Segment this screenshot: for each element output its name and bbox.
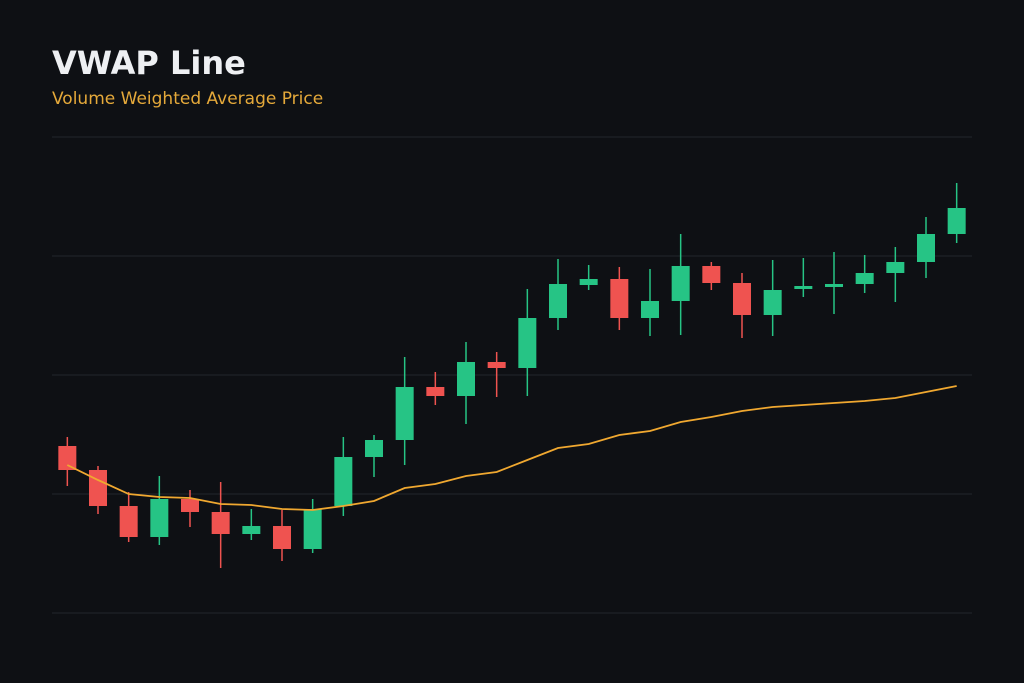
candle-body bbox=[855, 273, 874, 284]
candle-body bbox=[825, 284, 843, 287]
candle-body bbox=[549, 284, 567, 318]
candle-body bbox=[89, 470, 107, 506]
candle-body bbox=[58, 446, 77, 470]
candle-body bbox=[733, 283, 751, 315]
chart-subtitle: Volume Weighted Average Price bbox=[52, 89, 323, 109]
candle-body bbox=[886, 262, 905, 273]
candle-body bbox=[242, 526, 261, 534]
candle-body bbox=[365, 440, 383, 457]
candle-body bbox=[334, 457, 353, 506]
candle-body bbox=[641, 301, 659, 318]
candle-body bbox=[457, 362, 475, 396]
candle-body bbox=[211, 512, 230, 534]
candle-body bbox=[579, 279, 598, 285]
candle-body bbox=[794, 286, 813, 289]
candle-body bbox=[119, 506, 138, 537]
candle-body bbox=[518, 318, 537, 368]
candle-body bbox=[702, 266, 721, 283]
candle-body bbox=[671, 266, 690, 301]
candle-body bbox=[395, 387, 414, 440]
vwap-line bbox=[66, 385, 957, 511]
candle-body bbox=[610, 279, 629, 318]
candle-body bbox=[426, 387, 445, 396]
candle-body bbox=[181, 499, 199, 512]
candle-body bbox=[763, 290, 782, 315]
candle-body bbox=[487, 362, 506, 368]
candle-body bbox=[947, 208, 966, 234]
candle-body bbox=[150, 499, 169, 537]
candle-body bbox=[303, 509, 322, 549]
chart-title: VWAP Line bbox=[52, 44, 246, 82]
candle-body bbox=[273, 526, 291, 549]
candle-body bbox=[917, 234, 935, 262]
